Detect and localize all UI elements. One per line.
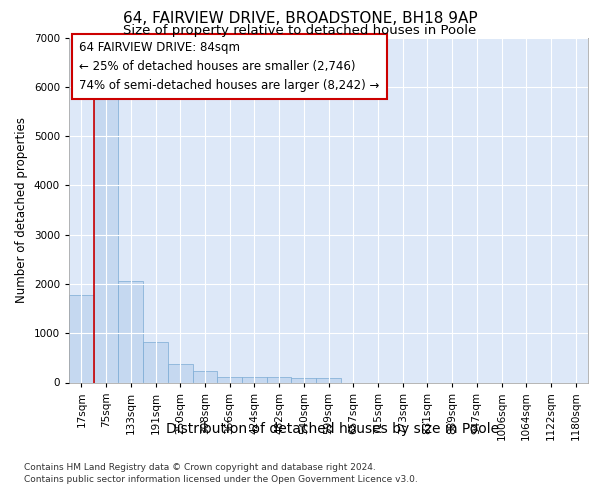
Bar bbox=[316, 378, 341, 382]
Text: Contains public sector information licensed under the Open Government Licence v3: Contains public sector information licen… bbox=[24, 475, 418, 484]
Text: 64 FAIRVIEW DRIVE: 84sqm
← 25% of detached houses are smaller (2,746)
74% of sem: 64 FAIRVIEW DRIVE: 84sqm ← 25% of detach… bbox=[79, 41, 380, 92]
Bar bbox=[217, 377, 242, 382]
Text: Distribution of detached houses by size in Poole: Distribution of detached houses by size … bbox=[166, 422, 500, 436]
Bar bbox=[168, 364, 193, 382]
Bar bbox=[118, 281, 143, 382]
Bar bbox=[193, 371, 217, 382]
Text: Size of property relative to detached houses in Poole: Size of property relative to detached ho… bbox=[124, 24, 476, 37]
Bar bbox=[94, 98, 118, 383]
Bar bbox=[292, 378, 316, 382]
Y-axis label: Number of detached properties: Number of detached properties bbox=[15, 117, 28, 303]
Bar bbox=[69, 295, 94, 382]
Bar bbox=[242, 377, 267, 382]
Text: Contains HM Land Registry data © Crown copyright and database right 2024.: Contains HM Land Registry data © Crown c… bbox=[24, 462, 376, 471]
Bar bbox=[143, 342, 168, 382]
Bar bbox=[267, 378, 292, 382]
Text: 64, FAIRVIEW DRIVE, BROADSTONE, BH18 9AP: 64, FAIRVIEW DRIVE, BROADSTONE, BH18 9AP bbox=[122, 11, 478, 26]
